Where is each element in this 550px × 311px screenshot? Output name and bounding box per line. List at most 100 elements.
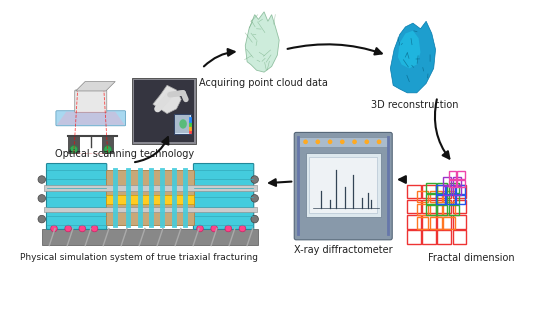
Bar: [43, 185, 256, 191]
Text: Physical simulation system of true triaxial fracturing: Physical simulation system of true triax…: [20, 253, 258, 262]
Circle shape: [38, 195, 46, 202]
Bar: [453, 215, 466, 229]
FancyBboxPatch shape: [47, 164, 107, 230]
Bar: [446, 184, 455, 194]
Bar: [106, 170, 194, 225]
Circle shape: [38, 215, 46, 223]
Circle shape: [38, 176, 46, 183]
Bar: [453, 185, 466, 198]
Bar: [422, 215, 436, 229]
Bar: [449, 171, 456, 179]
Bar: [42, 229, 258, 245]
Bar: [453, 200, 466, 213]
Bar: [436, 184, 445, 194]
Bar: [408, 185, 421, 198]
Bar: [422, 200, 436, 213]
Bar: [449, 194, 459, 204]
Bar: [437, 185, 450, 198]
FancyBboxPatch shape: [294, 132, 392, 240]
Bar: [174, 114, 190, 133]
Bar: [306, 153, 381, 217]
Polygon shape: [398, 31, 421, 68]
Circle shape: [70, 146, 78, 153]
Circle shape: [211, 225, 217, 232]
Bar: [443, 191, 455, 202]
Bar: [426, 194, 436, 204]
Bar: [443, 217, 455, 229]
Bar: [437, 183, 447, 193]
Bar: [43, 207, 256, 212]
Bar: [436, 195, 445, 204]
Bar: [453, 177, 461, 185]
Bar: [449, 205, 459, 215]
FancyBboxPatch shape: [75, 90, 107, 113]
Text: 3D reconstruction: 3D reconstruction: [371, 100, 459, 110]
Bar: [437, 230, 450, 244]
Bar: [422, 185, 436, 198]
Bar: [456, 184, 465, 194]
Circle shape: [91, 225, 98, 232]
Polygon shape: [76, 81, 116, 91]
Bar: [457, 179, 465, 187]
Polygon shape: [390, 21, 436, 93]
Circle shape: [51, 225, 57, 232]
Bar: [174, 114, 191, 134]
Bar: [106, 195, 194, 204]
Bar: [449, 179, 456, 187]
Circle shape: [316, 140, 320, 144]
Bar: [299, 137, 388, 146]
Bar: [443, 177, 452, 185]
Bar: [408, 230, 421, 244]
Circle shape: [239, 225, 246, 232]
Bar: [453, 186, 461, 195]
FancyBboxPatch shape: [194, 164, 254, 230]
Bar: [417, 191, 428, 202]
Text: X-ray diffractometer: X-ray diffractometer: [294, 245, 393, 255]
Ellipse shape: [179, 119, 187, 129]
Circle shape: [251, 176, 258, 183]
FancyBboxPatch shape: [56, 111, 125, 126]
Text: Fractal dimension: Fractal dimension: [428, 253, 515, 263]
Bar: [449, 183, 459, 193]
Bar: [437, 194, 447, 204]
Bar: [134, 80, 194, 142]
Bar: [426, 183, 436, 193]
Circle shape: [104, 146, 112, 153]
Bar: [457, 171, 465, 179]
Bar: [102, 136, 113, 153]
Circle shape: [197, 225, 204, 232]
Circle shape: [365, 140, 369, 144]
Bar: [437, 200, 450, 213]
Circle shape: [65, 225, 72, 232]
Polygon shape: [245, 12, 279, 72]
Bar: [426, 205, 436, 215]
Bar: [437, 205, 447, 215]
Bar: [408, 215, 421, 229]
Bar: [430, 217, 442, 229]
Bar: [417, 217, 428, 229]
Circle shape: [251, 215, 258, 223]
Circle shape: [225, 225, 232, 232]
Bar: [408, 200, 421, 213]
Bar: [456, 195, 465, 204]
Bar: [430, 204, 442, 215]
Circle shape: [251, 195, 258, 202]
Bar: [446, 195, 455, 204]
Bar: [132, 78, 196, 144]
Circle shape: [352, 140, 357, 144]
Polygon shape: [57, 112, 125, 125]
Circle shape: [303, 140, 308, 144]
Bar: [443, 204, 455, 215]
Bar: [443, 186, 452, 195]
Circle shape: [340, 140, 345, 144]
Bar: [422, 230, 436, 244]
Bar: [453, 230, 466, 244]
Text: Acquiring point cloud data: Acquiring point cloud data: [199, 78, 328, 88]
Text: Optical scanning technology: Optical scanning technology: [55, 149, 194, 159]
Polygon shape: [153, 85, 181, 114]
Bar: [437, 215, 450, 229]
Bar: [309, 157, 377, 213]
Bar: [68, 136, 79, 153]
Circle shape: [377, 140, 381, 144]
Circle shape: [79, 225, 86, 232]
